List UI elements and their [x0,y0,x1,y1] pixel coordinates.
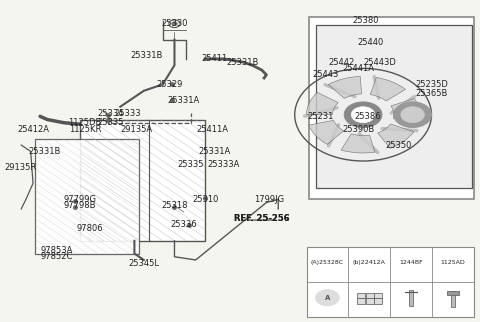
Circle shape [351,107,375,123]
Text: 29135R: 29135R [4,163,36,172]
FancyBboxPatch shape [366,293,373,298]
Text: 25331A: 25331A [168,96,200,105]
Wedge shape [391,99,420,121]
FancyArrowPatch shape [305,108,337,116]
Circle shape [394,102,432,128]
Text: (A)25328C: (A)25328C [311,260,344,265]
Circle shape [401,107,424,123]
Text: 1244BF: 1244BF [399,260,423,265]
Wedge shape [309,120,344,144]
FancyBboxPatch shape [451,291,456,307]
Text: 25334: 25334 [97,109,124,118]
FancyBboxPatch shape [309,17,474,199]
FancyBboxPatch shape [374,293,382,298]
Wedge shape [378,124,414,148]
Text: 25443: 25443 [312,70,338,79]
Text: 25336: 25336 [170,220,197,229]
Text: 25350: 25350 [385,140,412,149]
Text: 1125KR: 1125KR [69,125,101,134]
FancyBboxPatch shape [80,119,205,241]
Text: 97806: 97806 [76,223,103,232]
FancyBboxPatch shape [366,298,373,304]
Text: 25335: 25335 [97,118,124,127]
FancyArrowPatch shape [391,96,415,113]
Circle shape [316,290,339,306]
FancyBboxPatch shape [358,298,365,304]
FancyBboxPatch shape [447,291,458,295]
Text: 1125AD: 1125AD [441,260,465,265]
Text: 25412A: 25412A [17,125,49,134]
Text: 25386: 25386 [355,112,381,121]
Text: 25390B: 25390B [342,125,374,134]
Text: 97799G: 97799G [64,195,96,204]
Text: 25443D: 25443D [363,58,396,67]
Text: 25333: 25333 [114,109,141,118]
Text: 25235D: 25235D [415,80,448,89]
Text: REF. 25-256: REF. 25-256 [234,214,289,223]
Wedge shape [328,76,361,98]
FancyBboxPatch shape [358,293,365,298]
Text: 97853A: 97853A [40,246,73,255]
Wedge shape [341,134,375,153]
Wedge shape [370,78,406,101]
Text: 29135A: 29135A [120,125,153,134]
Text: 25440: 25440 [357,38,384,47]
Text: 25231: 25231 [308,112,334,121]
Text: (b)22412A: (b)22412A [353,260,386,265]
Text: 25411A: 25411A [196,125,228,134]
FancyBboxPatch shape [316,25,471,188]
Text: 25380: 25380 [352,16,379,25]
Text: 25310: 25310 [192,195,218,204]
Text: 25318: 25318 [161,201,188,210]
FancyBboxPatch shape [36,139,139,253]
Text: 25331B: 25331B [29,147,61,156]
Text: 25331B: 25331B [130,51,162,60]
Text: A: A [325,295,330,301]
Text: REF. 25-256: REF. 25-256 [234,214,289,223]
Text: 25442: 25442 [329,58,355,67]
Text: 25365B: 25365B [415,90,448,99]
FancyBboxPatch shape [307,247,474,317]
Text: 25441A: 25441A [342,64,374,73]
Wedge shape [307,92,338,114]
FancyArrowPatch shape [325,85,355,97]
FancyArrowPatch shape [329,125,338,146]
Text: 25345L: 25345L [128,259,159,268]
FancyArrowPatch shape [382,128,417,131]
Text: 1799JG: 1799JG [254,195,284,204]
Circle shape [344,102,382,128]
Circle shape [172,22,177,26]
Text: 97798B: 97798B [64,201,96,210]
FancyBboxPatch shape [409,290,413,306]
Text: 1125DB: 1125DB [68,118,102,127]
Text: 25333A: 25333A [208,160,240,169]
Text: 25329: 25329 [156,80,183,89]
Text: 25331B: 25331B [227,58,259,67]
Text: 25335: 25335 [178,160,204,169]
FancyArrowPatch shape [359,134,378,153]
Text: 25330: 25330 [161,19,188,28]
Text: 97852C: 97852C [40,252,73,261]
FancyArrowPatch shape [374,77,379,98]
Text: 25331A: 25331A [198,147,231,156]
FancyBboxPatch shape [374,298,382,304]
Text: 25411: 25411 [202,54,228,63]
